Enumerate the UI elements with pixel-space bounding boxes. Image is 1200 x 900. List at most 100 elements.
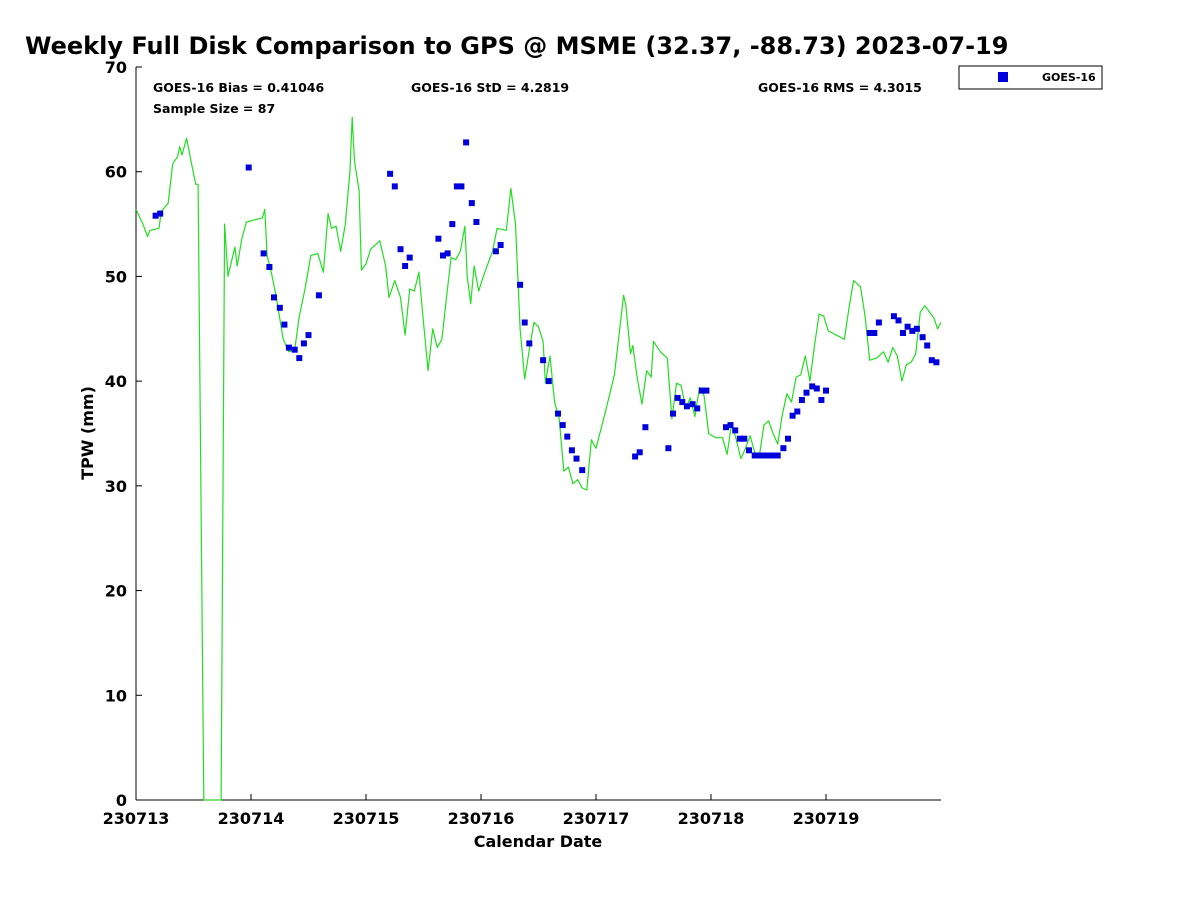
goes16-point: [674, 394, 681, 401]
goes16-point: [919, 334, 926, 341]
goes16-point: [157, 210, 164, 217]
goes16-point: [813, 385, 820, 392]
stat-std: GOES-16 StD = 4.2819: [411, 80, 569, 95]
goes16-point: [579, 467, 586, 474]
goes16-point: [300, 340, 307, 347]
goes16-point: [727, 422, 734, 429]
y-tick-label: 20: [105, 582, 127, 601]
plot-area: [135, 67, 941, 801]
goes16-point: [913, 325, 920, 332]
goes16-point: [736, 435, 743, 442]
goes16-point: [440, 252, 446, 259]
goes16-point: [458, 183, 465, 190]
goes16-point: [245, 164, 252, 171]
goes16-point: [683, 403, 690, 410]
goes16-scatter-series: [152, 139, 940, 474]
goes16-point: [798, 397, 805, 403]
goes16-point: [473, 219, 480, 225]
goes16-point: [895, 317, 902, 324]
goes16-point: [397, 246, 404, 253]
x-axis-label: Calendar Date: [474, 832, 603, 851]
goes16-point: [276, 304, 283, 311]
goes16-point: [665, 445, 672, 452]
goes16-point: [756, 452, 763, 459]
goes16-point: [794, 408, 801, 415]
goes16-point: [780, 445, 787, 452]
goes16-point: [703, 387, 710, 394]
goes16-point: [497, 242, 504, 248]
goes16-point: [402, 263, 409, 269]
goes16-point: [463, 139, 470, 146]
goes16-point: [818, 397, 825, 403]
goes16-point: [315, 292, 322, 299]
goes16-point: [698, 387, 705, 394]
goes16-point: [492, 248, 499, 255]
goes16-point: [271, 294, 277, 301]
goes16-point: [387, 170, 394, 177]
goes16-point: [296, 355, 303, 362]
goes16-point: [765, 452, 772, 459]
gps-line-series: [135, 116, 942, 801]
goes16-point: [545, 378, 552, 385]
goes16-point: [453, 183, 460, 190]
y-axis-ticks: 0 10 20 30 40 50 60 70: [105, 58, 142, 810]
goes16-point: [694, 405, 701, 412]
goes16-point: [809, 383, 816, 390]
goes16-point: [573, 455, 580, 462]
y-tick-label: 0: [116, 791, 127, 810]
goes16-point: [559, 422, 566, 429]
goes16-point: [291, 346, 298, 353]
goes16-point: [904, 323, 911, 330]
goes16-point: [468, 200, 475, 207]
goes16-point: [823, 387, 829, 394]
x-tick-label: 230713: [103, 809, 170, 828]
y-tick-label: 60: [105, 163, 127, 182]
legend: GOES-16: [958, 65, 1103, 90]
goes16-point: [266, 264, 273, 270]
goes16-point: [632, 453, 639, 460]
goes16-point: [679, 399, 686, 406]
goes16-point: [670, 410, 676, 417]
goes16-point: [449, 221, 456, 228]
goes16-point: [871, 330, 878, 336]
goes16-point: [741, 435, 748, 442]
goes16-point: [642, 424, 649, 431]
y-tick-label: 50: [105, 267, 127, 286]
goes16-point: [866, 330, 873, 336]
goes16-point: [689, 401, 696, 408]
goes16-point: [435, 235, 442, 242]
x-tick-label: 230716: [448, 809, 515, 828]
goes16-point: [305, 332, 312, 339]
y-tick-label: 40: [105, 372, 127, 391]
goes16-point: [391, 183, 398, 190]
goes16-point: [900, 330, 906, 336]
x-tick-label: 230719: [793, 809, 860, 828]
legend-marker-square-icon: [998, 72, 1008, 82]
goes16-point: [890, 313, 897, 320]
goes16-point: [152, 212, 159, 219]
goes16-point: [909, 327, 916, 334]
x-tick-label: 230714: [218, 809, 285, 828]
y-tick-label: 70: [105, 58, 127, 77]
goes16-point: [517, 281, 524, 288]
goes16-point: [521, 319, 528, 326]
goes16-point: [723, 424, 729, 431]
goes16-point: [746, 447, 752, 454]
goes16-point: [555, 410, 561, 417]
goes16-point: [285, 344, 292, 351]
x-tick-label: 230718: [678, 809, 745, 828]
goes16-point: [933, 359, 940, 366]
goes16-point: [924, 342, 931, 349]
goes16-point: [789, 412, 796, 419]
stat-bias: GOES-16 Bias = 0.41046: [153, 80, 324, 95]
goes16-point: [260, 250, 267, 257]
x-axis-ticks: 230713 230714 230715 230716 230717 230718 2307…: [103, 794, 860, 828]
x-tick-label: 230717: [563, 809, 630, 828]
goes16-point: [732, 427, 739, 434]
stat-sample-size: Sample Size = 87: [153, 101, 275, 116]
goes16-point: [760, 452, 767, 459]
legend-label: GOES-16: [1042, 71, 1096, 84]
chart-title: Weekly Full Disk Comparison to GPS @ MSM…: [25, 32, 1008, 60]
goes16-point: [444, 250, 451, 257]
